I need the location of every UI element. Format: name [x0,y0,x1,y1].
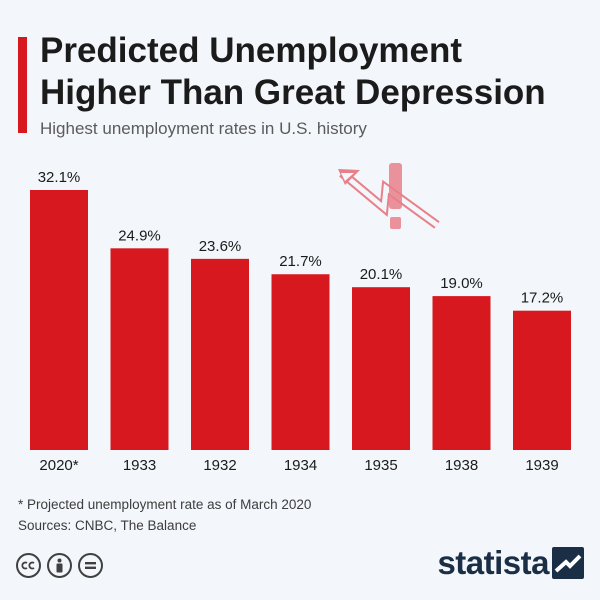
value-label: 32.1% [38,169,81,186]
value-label: 21.7% [279,253,322,270]
bar-1935 [352,287,410,450]
footnote: * Projected unemployment rate as of Marc… [18,497,312,512]
value-label: 23.6% [199,238,242,255]
attribution-icon[interactable] [47,553,72,578]
value-label: 19.0% [440,275,483,292]
statista-logo[interactable]: statista [437,544,584,582]
no-derivatives-icon[interactable] [78,553,103,578]
sources: Sources: CNBC, The Balance [18,518,197,533]
value-label: 24.9% [118,227,161,244]
bar-1938 [432,296,491,450]
brand-name: statista [437,544,549,581]
category-label: 1933 [123,457,156,474]
title-accent-bar [18,37,27,133]
cc-icon[interactable] [16,553,41,578]
category-label: 1939 [525,457,558,474]
warning-arrow-icon [338,163,440,229]
category-label: 1935 [364,457,397,474]
value-label: 20.1% [360,266,403,283]
bar-1933 [110,248,169,450]
statista-mark-icon [552,547,584,579]
category-label: 2020* [39,457,78,474]
bar-1932 [191,258,249,450]
chart-subtitle: Highest unemployment rates in U.S. histo… [40,119,367,138]
bar-1934 [271,274,330,450]
category-label: 1932 [203,457,236,474]
value-label: 17.2% [521,290,564,307]
category-label: 1938 [445,457,478,474]
license-icons [16,553,103,578]
bar-2020 [30,190,88,450]
bar-chart: 32.1% 2020* 24.9% 1933 23.6% 1932 21.7% 1934 20.… [30,163,571,474]
bar-1939 [513,310,571,450]
chart-title: Predicted Unemployment Higher Than Great… [40,31,546,112]
category-label: 1934 [284,457,317,474]
